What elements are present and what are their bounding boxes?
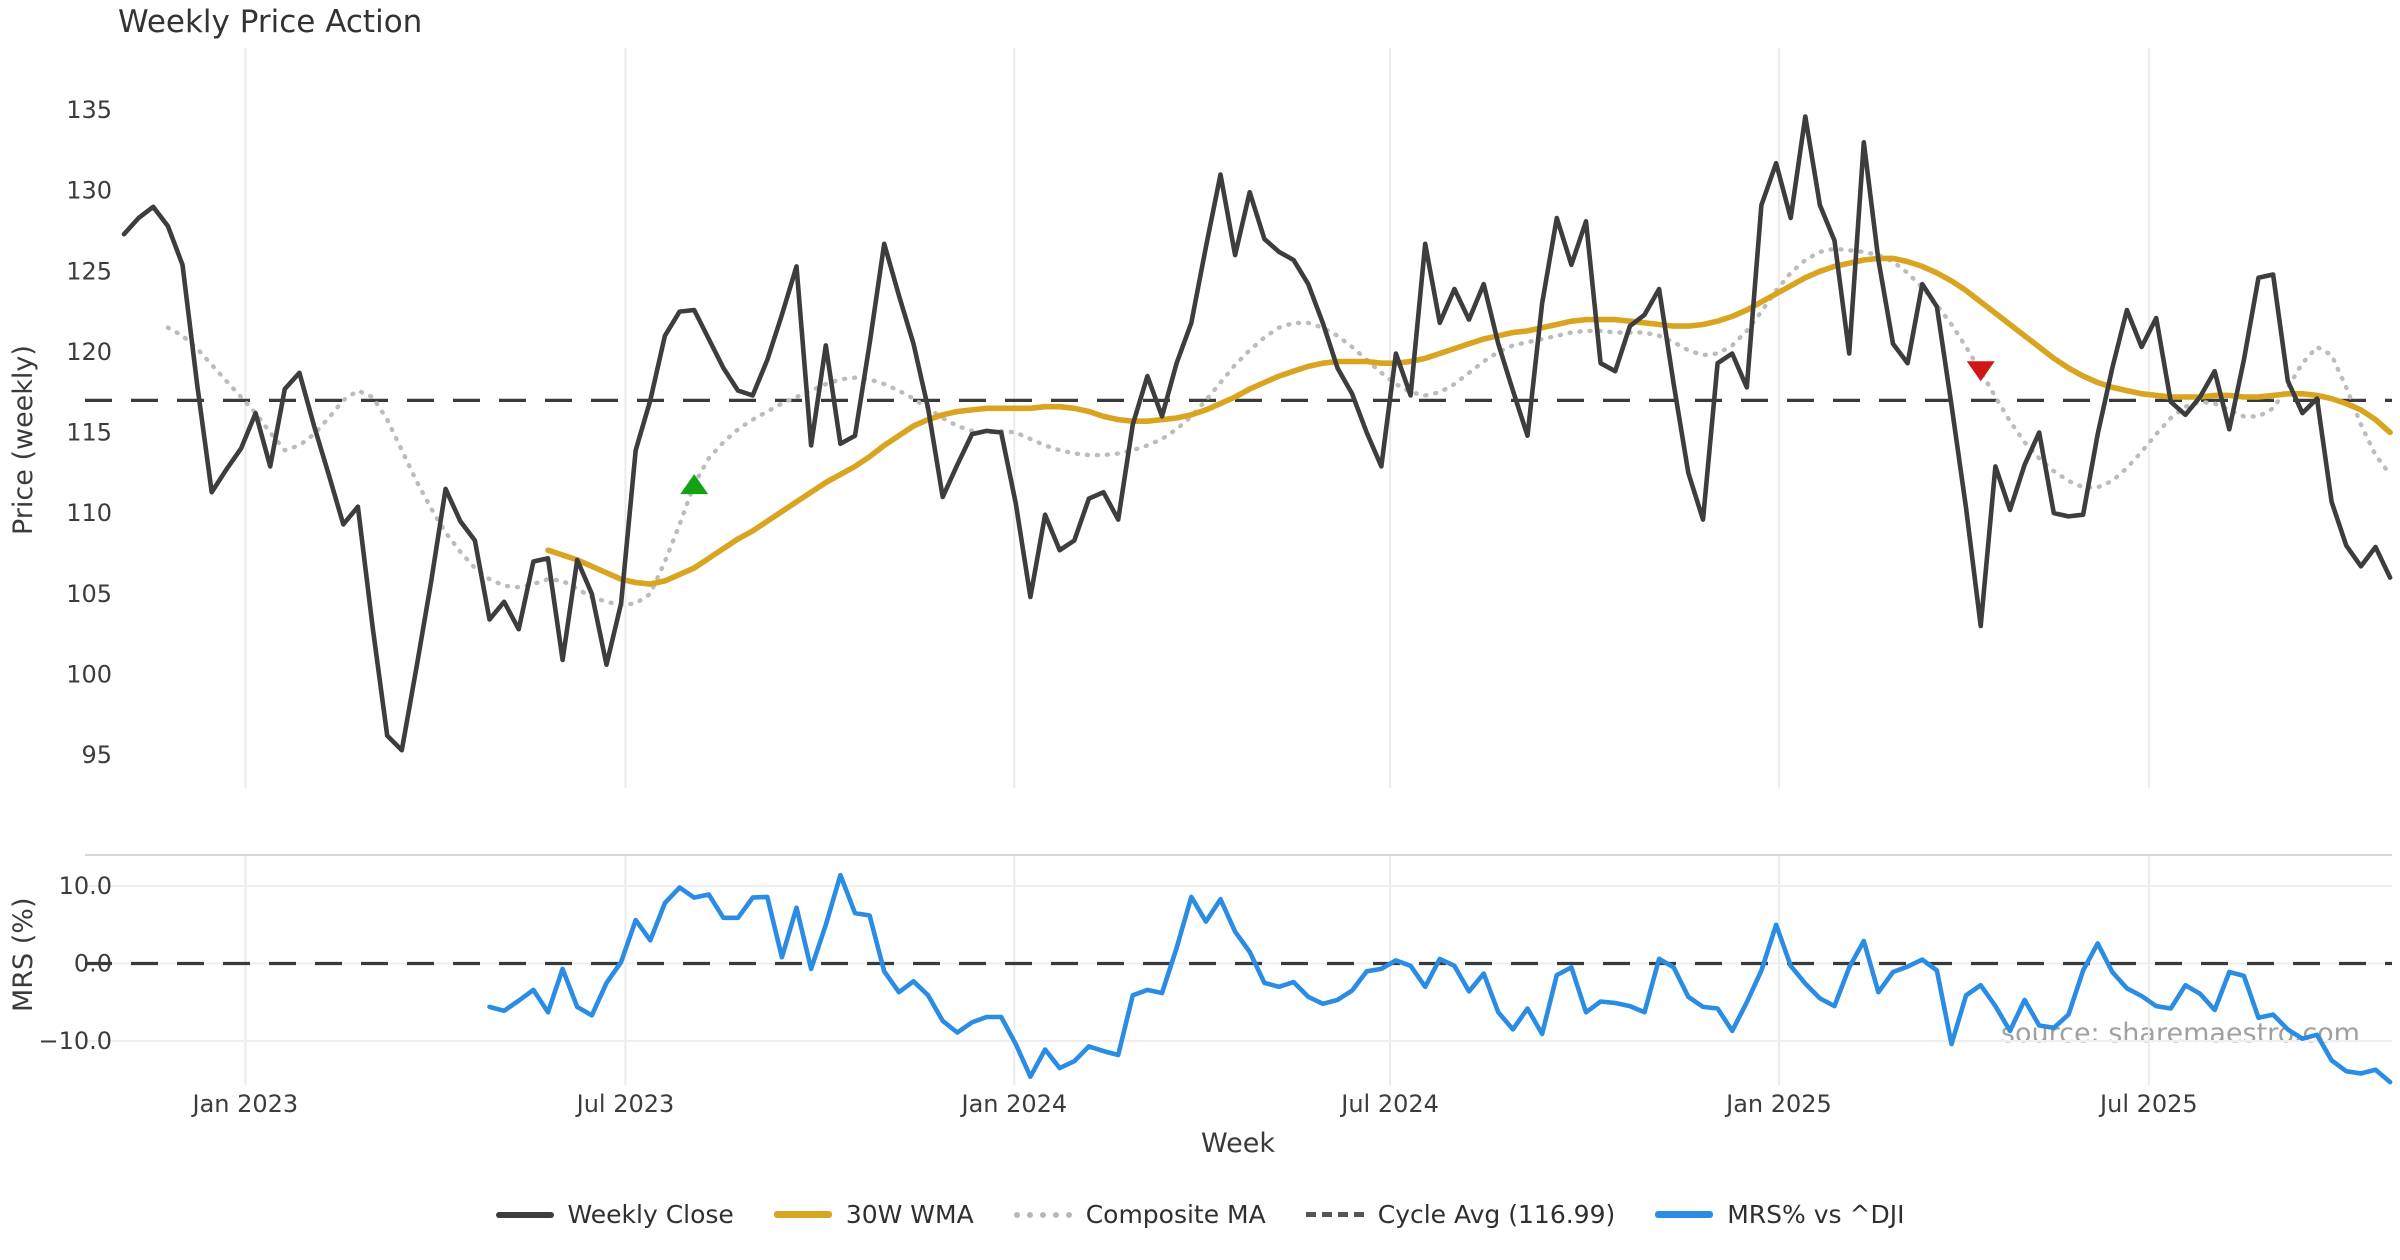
- mrs-ytick-label: 10.0: [59, 872, 112, 900]
- price-ytick-label: 105: [66, 580, 112, 608]
- chart-title: Weekly Price Action: [118, 4, 423, 40]
- weekly-close-swatch-icon: [495, 1211, 554, 1218]
- legend-item-weekly-close: Weekly Close: [495, 1200, 734, 1229]
- wma-line: [545, 255, 2393, 587]
- composite-swatch-icon: [1013, 1211, 1072, 1218]
- x-tick-label: Jul 2025: [2098, 1090, 2198, 1118]
- weekly-close-line: [121, 114, 2393, 753]
- price-ytick-label: 110: [66, 499, 112, 527]
- chart-legend: Weekly Close 30W WMA Composite MA Cycle …: [0, 1200, 2400, 1229]
- x-axis-label: Week: [1201, 1128, 1275, 1159]
- mrs-swatch-icon: [1655, 1211, 1714, 1218]
- sell-signal-icon: [1966, 361, 1995, 382]
- legend-item-wma: 30W WMA: [773, 1200, 974, 1229]
- composite-ma-line: [165, 246, 2393, 608]
- legend-item-composite: Composite MA: [1013, 1200, 1266, 1229]
- x-tick-label: Jul 2024: [1339, 1090, 1439, 1118]
- price-ytick-label: 100: [66, 660, 112, 688]
- mrs-ytick-label: 0.0: [74, 950, 112, 978]
- legend-label: Cycle Avg (116.99): [1377, 1200, 1616, 1229]
- price-series: [121, 114, 2393, 753]
- axis-tick-labels: 95 100 105 110 115 120 125 130 135 10.0 0.0 −10.0 Ja…: [38, 96, 2197, 1118]
- mrs-ytick-label: −10.0: [38, 1027, 112, 1055]
- price-ytick-label: 135: [66, 96, 112, 124]
- legend-label: 30W WMA: [845, 1200, 974, 1229]
- legend-label: MRS% vs ^DJI: [1727, 1200, 1905, 1229]
- price-ytick-label: 130: [66, 177, 112, 205]
- x-tick-label: Jan 2024: [960, 1090, 1068, 1118]
- mrs-series: [487, 872, 2393, 1085]
- legend-item-cycle-avg: Cycle Avg (116.99): [1305, 1200, 1616, 1229]
- cycle-avg-swatch-icon: [1305, 1212, 1364, 1217]
- price-ytick-label: 115: [66, 419, 112, 447]
- legend-item-mrs: MRS% vs ^DJI: [1655, 1200, 1904, 1229]
- x-tick-label: Jan 2025: [1724, 1090, 1832, 1118]
- signal-markers: [680, 361, 1995, 495]
- legend-label: Weekly Close: [567, 1200, 734, 1229]
- x-tick-label: Jan 2023: [190, 1090, 298, 1118]
- wma-swatch-icon: [773, 1211, 832, 1218]
- price-ytick-label: 120: [66, 338, 112, 366]
- legend-label: Composite MA: [1085, 1200, 1266, 1229]
- price-ytick-label: 95: [81, 741, 112, 769]
- mrs-line: [487, 872, 2393, 1085]
- x-tick-label: Jul 2023: [575, 1090, 675, 1118]
- price-ytick-label: 125: [66, 257, 112, 285]
- mrs-gridlines: [85, 854, 2392, 1085]
- buy-signal-icon: [680, 474, 709, 495]
